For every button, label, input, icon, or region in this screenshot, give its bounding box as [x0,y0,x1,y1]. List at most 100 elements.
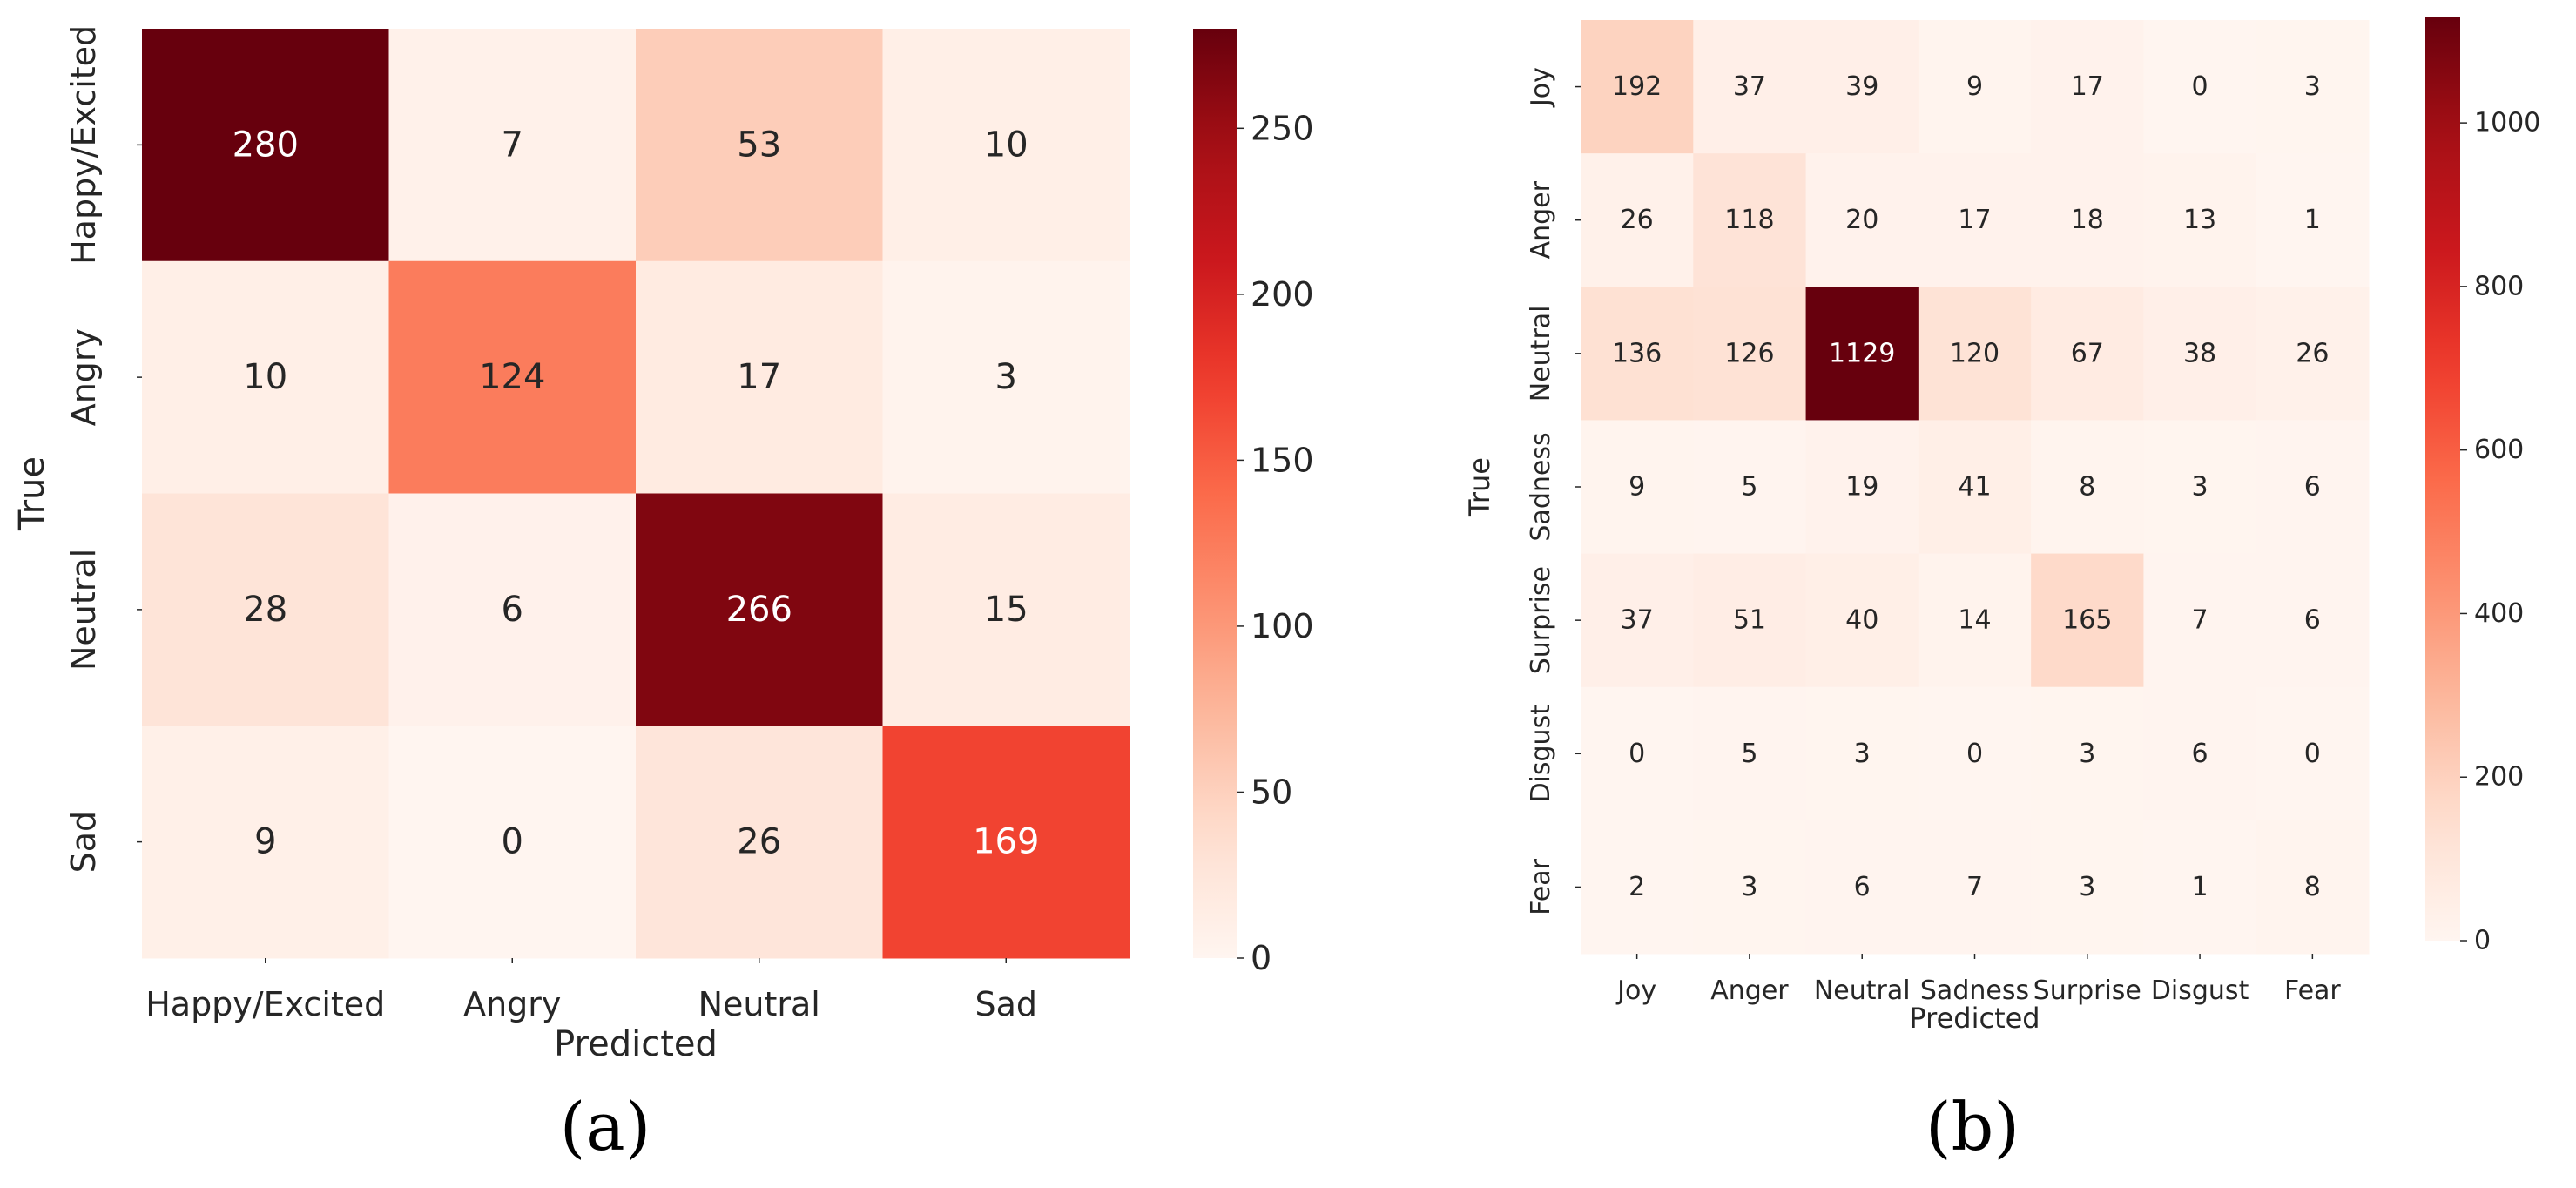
cell-label-sad-angry: 0 [502,822,523,862]
cell-label-disgust-sadness: 0 [1966,739,1983,769]
cell-label-neutral-joy: 136 [1612,338,1662,368]
cell-label-sadness-fear: 6 [2304,472,2321,503]
cell-label-fear-surprise: 3 [2079,872,2095,902]
cell-label-surprise-surprise: 165 [2062,605,2112,636]
cell-label-anger-neutral: 20 [1845,205,1878,235]
x-tick-label-angry: Angry [463,985,561,1023]
y-tick-label-surprise: Surprise [1526,566,1556,674]
cell-label-surprise-sadness: 14 [1958,605,1991,636]
cell-label-fear-sadness: 7 [1966,872,1983,902]
cell-label-joy-anger: 37 [1733,71,1766,102]
cell-label-disgust-surprise: 3 [2079,739,2095,769]
cell-label-angry-happy-excited: 10 [243,357,287,397]
colorbar-tick-label-200: 200 [2474,762,2524,793]
colorbar-tick-label-0: 0 [1251,939,1271,977]
cell-label-surprise-anger: 51 [1733,605,1766,636]
cell-label-joy-neutral: 39 [1845,71,1878,102]
cell-label-anger-joy: 26 [1621,205,1654,235]
cell-label-disgust-disgust: 6 [2192,739,2208,769]
cell-label-disgust-anger: 5 [1741,739,1757,769]
cell-label-anger-surprise: 18 [2071,205,2104,235]
colorbar-tick-label-0: 0 [2474,926,2491,956]
y-tick-label-happy-excited: Happy/Excited [64,25,103,265]
panel-label: (b) [1925,1088,2020,1165]
cell-label-anger-sadness: 17 [1958,205,1991,235]
cell-label-fear-joy: 2 [1629,872,1645,902]
x-tick-label-surprise: Surprise [2033,975,2141,1006]
cell-label-happy-excited-angry: 7 [502,125,523,165]
y-tick-label-neutral: Neutral [1526,305,1556,402]
cell-label-neutral-sadness: 120 [1950,338,1999,368]
x-tick-label-happy-excited: Happy/Excited [145,985,385,1023]
colorbar [2425,17,2460,941]
x-tick-label-anger: Anger [1710,975,1789,1006]
cell-label-anger-disgust: 13 [2183,205,2216,235]
cell-label-neutral-sad: 15 [984,590,1028,630]
cell-label-sad-happy-excited: 9 [254,822,276,862]
cell-label-angry-sad: 3 [995,357,1017,397]
cell-label-neutral-anger: 126 [1724,338,1774,368]
x-tick-label-joy: Joy [1615,975,1656,1006]
y-tick-label-sad: Sad [64,811,103,874]
cell-label-neutral-surprise: 67 [2071,338,2104,368]
cell-label-happy-excited-neutral: 53 [737,125,781,165]
colorbar [1193,29,1237,958]
cell-label-anger-anger: 118 [1724,205,1774,235]
x-tick-label-neutral: Neutral [698,985,820,1023]
cell-label-neutral-fear: 26 [2296,338,2329,368]
cell-label-joy-surprise: 17 [2071,71,2104,102]
cell-label-fear-disgust: 1 [2192,872,2208,902]
cell-label-fear-fear: 8 [2304,872,2321,902]
colorbar-tick-label-600: 600 [2474,435,2524,465]
x-tick-label-fear: Fear [2284,975,2341,1006]
colorbar-tick-label-100: 100 [1251,607,1314,645]
cell-label-sad-sad: 169 [973,822,1039,862]
colorbar-tick-label-1000: 1000 [2474,108,2540,138]
cell-label-sadness-sadness: 41 [1958,472,1991,503]
x-axis-label: Predicted [1909,1002,2040,1035]
colorbar-tick-label-400: 400 [2474,598,2524,629]
y-tick-label-sadness: Sadness [1526,432,1556,541]
cell-label-joy-sadness: 9 [1966,71,1983,102]
colorbar-tick-label-800: 800 [2474,271,2524,301]
cell-label-joy-joy: 192 [1612,71,1662,102]
cell-label-sadness-surprise: 8 [2079,472,2095,503]
cell-label-disgust-fear: 0 [2304,739,2321,769]
cell-label-joy-disgust: 0 [2192,71,2208,102]
y-tick-label-fear: Fear [1526,858,1556,915]
cell-label-fear-neutral: 6 [1854,872,1871,902]
colorbar-tick-label-150: 150 [1251,441,1314,479]
colorbar-tick-label-250: 250 [1251,109,1314,147]
cell-label-joy-fear: 3 [2304,71,2321,102]
cell-label-neutral-happy-excited: 28 [243,590,287,630]
cell-label-sad-neutral: 26 [737,822,781,862]
cell-label-angry-neutral: 17 [737,357,781,397]
cell-label-neutral-disgust: 38 [2183,338,2216,368]
x-tick-label-sad: Sad [974,985,1037,1023]
panel-label: (a) [560,1088,651,1165]
cell-label-neutral-neutral: 1129 [1829,338,1895,368]
cell-label-sadness-joy: 9 [1629,472,1645,503]
x-tick-label-neutral: Neutral [1814,975,1911,1006]
cell-label-happy-excited-happy-excited: 280 [233,125,299,165]
y-axis-label: True [1463,457,1496,517]
cell-label-sadness-neutral: 19 [1845,472,1878,503]
colorbar-tick-label-50: 50 [1251,773,1292,811]
cell-label-disgust-joy: 0 [1629,739,1645,769]
y-tick-label-joy: Joy [1526,67,1556,108]
colorbar-tick-label-200: 200 [1251,275,1314,314]
cell-label-happy-excited-sad: 10 [984,125,1028,165]
confusion-matrix-figure: 280 7 53 1010 124 17 328 6 266 159 0 26 169Happy/Exc… [0,0,2576,1188]
cell-label-neutral-neutral: 266 [726,590,792,630]
cell-label-surprise-fear: 6 [2304,605,2321,636]
y-tick-label-disgust: Disgust [1526,705,1556,803]
cell-label-surprise-disgust: 7 [2192,605,2208,636]
y-tick-label-angry: Angry [64,328,103,426]
cell-label-surprise-neutral: 40 [1845,605,1878,636]
cell-label-fear-anger: 3 [1741,872,1757,902]
y-tick-label-anger: Anger [1526,180,1556,259]
cell-label-anger-fear: 1 [2304,205,2321,235]
cell-label-sadness-disgust: 3 [2192,472,2208,503]
x-axis-label: Predicted [554,1024,718,1064]
y-axis-label: True [12,456,52,531]
